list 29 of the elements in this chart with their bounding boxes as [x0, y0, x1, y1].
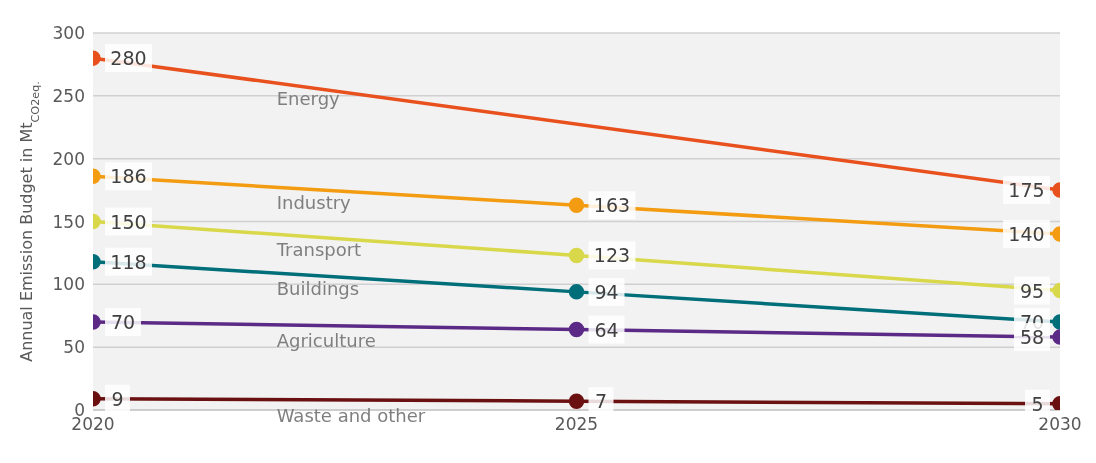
- data-label: 118: [110, 250, 147, 273]
- data-label: 175: [1008, 179, 1045, 202]
- data-label: 9: [111, 387, 124, 410]
- data-label: 95: [1019, 279, 1045, 302]
- series-label: Transport: [275, 239, 362, 261]
- series-label: Waste and other: [276, 404, 426, 426]
- y-tick-label: 300: [52, 23, 85, 44]
- data-label: 150: [110, 210, 147, 233]
- y-tick-label: 50: [63, 337, 85, 358]
- series-label: Agriculture: [276, 329, 376, 351]
- data-label: 140: [1008, 223, 1045, 246]
- series-label: Energy: [276, 88, 341, 110]
- data-label: 5: [1031, 392, 1044, 415]
- x-tick-label: 2030: [1038, 414, 1082, 435]
- x-tick-label: 2025: [554, 414, 599, 435]
- data-label: 186: [110, 165, 147, 188]
- data-label: 64: [594, 318, 619, 341]
- data-label: 70: [110, 311, 136, 334]
- data-label: 94: [594, 280, 619, 303]
- data-label: 7: [594, 390, 608, 413]
- series-label: Buildings: [276, 278, 360, 300]
- data-label: 123: [593, 244, 631, 267]
- data-label: 280: [110, 47, 147, 70]
- y-tick-label: 100: [52, 274, 85, 295]
- y-tick-label: 250: [52, 85, 85, 106]
- y-tick-label: 200: [52, 148, 85, 169]
- data-label: 163: [593, 194, 631, 217]
- y-tick-label: 150: [52, 211, 85, 232]
- series-label: Industry: [276, 192, 352, 214]
